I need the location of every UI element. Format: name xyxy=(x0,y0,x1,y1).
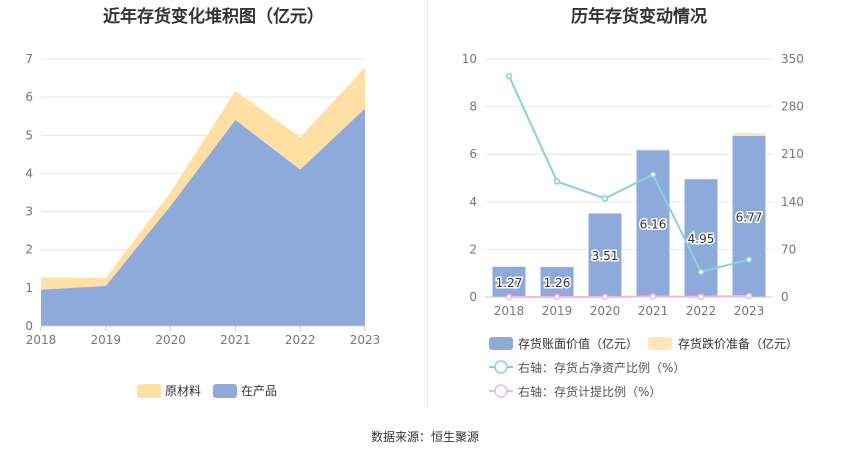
left-legend-label: 在产品 xyxy=(241,384,277,398)
impairment-ratio-line xyxy=(509,294,750,298)
inventory-value-bar xyxy=(588,213,622,297)
inventory-value-bar xyxy=(732,135,766,297)
left-x-tick-label: 2020 xyxy=(155,333,186,347)
right-x-tick-label: 2020 xyxy=(590,304,621,318)
legend-swatch-inventory-value xyxy=(489,337,513,350)
inventory-net-asset-ratio-line xyxy=(508,75,750,274)
right-right-y-tick-label: 280 xyxy=(781,100,804,114)
legend-line-marker xyxy=(494,360,508,374)
left-y-tick-label: 4 xyxy=(25,166,33,180)
left-x-tick-label: 2022 xyxy=(285,333,316,347)
right-left-y-tick-label: 0 xyxy=(469,290,477,304)
left-x-tick-label: 2018 xyxy=(26,333,57,347)
legend-label-inventory-value: 存货账面价值（亿元） xyxy=(518,336,638,351)
right-x-tick-label: 2018 xyxy=(494,304,525,318)
left-y-tick-label: 2 xyxy=(25,243,33,257)
impairment-ratio-point xyxy=(505,293,513,301)
legend-line-marker xyxy=(494,384,508,398)
right-left-y-tick-label: 4 xyxy=(469,195,477,209)
area-series-in-process xyxy=(41,108,365,326)
legend-label-line: 右轴：存货计提比例（%） xyxy=(518,384,661,399)
legend-swatch-impairment-reserve xyxy=(648,337,672,350)
inventory-value-bar xyxy=(684,179,718,297)
left-y-tick-label: 5 xyxy=(25,128,33,142)
impairment-ratio-point xyxy=(697,293,705,300)
source-note: 数据来源：恒生聚源 xyxy=(370,430,479,444)
left-legend-swatch xyxy=(213,384,237,398)
right-left-y-tick-label: 8 xyxy=(469,100,477,114)
right-x-tick-label: 2019 xyxy=(542,304,573,318)
net-asset-ratio-point xyxy=(697,268,705,276)
right-right-y-tick-label: 70 xyxy=(781,242,796,256)
bar-value-label: 1.27 xyxy=(496,276,523,290)
left-y-tick-label: 6 xyxy=(25,90,33,104)
left-y-tick-label: 3 xyxy=(25,205,33,219)
impairment-ratio-point xyxy=(601,293,609,301)
left-x-tick-label: 2019 xyxy=(91,333,122,347)
left-legend-swatch xyxy=(137,384,161,398)
left-y-tick-label: 7 xyxy=(25,52,33,66)
right-right-y-tick-label: 140 xyxy=(781,195,804,209)
left-x-tick-label: 2023 xyxy=(350,333,381,347)
right-x-tick-label: 2021 xyxy=(638,304,669,318)
right-x-tick-label: 2023 xyxy=(734,304,765,318)
bar-value-label: 6.16 xyxy=(640,218,667,232)
right-right-y-tick-label: 210 xyxy=(781,147,804,161)
net-asset-ratio-point xyxy=(553,178,561,185)
impairment-reserve-bar xyxy=(636,149,670,151)
net-asset-ratio-point xyxy=(505,72,513,80)
right-left-y-tick-label: 10 xyxy=(462,52,477,66)
inventory-value-bar xyxy=(540,267,574,297)
left-y-tick-label: 0 xyxy=(25,319,33,333)
right-x-tick-label: 2022 xyxy=(686,304,717,318)
left-x-tick-label: 2021 xyxy=(220,333,251,347)
right-left-y-tick-label: 6 xyxy=(469,147,477,161)
panel-divider xyxy=(427,0,428,408)
left-y-tick-label: 1 xyxy=(25,281,33,295)
impairment-ratio-point xyxy=(745,292,753,300)
right-left-y-tick-label: 2 xyxy=(469,242,477,256)
impairment-ratio-point xyxy=(553,293,561,301)
right-right-y-tick-label: 0 xyxy=(781,290,789,304)
net-asset-ratio-point xyxy=(601,195,609,202)
impairment-reserve-bar xyxy=(732,133,766,136)
right-chart-title: 历年存货变动情况 xyxy=(571,7,707,27)
right-bar-line-chart: 0 2 4 6 8 10 0 70 140 210 280 350 2018 2019 2020 2021 20… xyxy=(462,52,804,399)
impairment-ratio-point xyxy=(649,293,657,300)
net-asset-ratio-point xyxy=(745,256,753,263)
legend-label-impairment-reserve: 存货跌价准备（亿元） xyxy=(678,336,798,351)
left-legend-label: 原材料 xyxy=(165,384,201,398)
left-chart-title: 近年存货变化堆积图（亿元） xyxy=(103,7,324,27)
bar-value-label: 6.77 xyxy=(736,210,763,224)
left-stacked-area-chart: 0 1 2 3 4 5 6 7 2018 2019 2020 2021 2022 2023 原材料 在产品 xyxy=(25,52,381,398)
legend-label-line: 右轴：存货占净资产比例（%） xyxy=(518,360,685,375)
bar-value-label: 4.95 xyxy=(688,232,715,246)
inventory-value-bar xyxy=(492,266,526,297)
net-asset-ratio-point xyxy=(649,171,657,178)
right-right-y-tick-label: 350 xyxy=(781,52,804,66)
bar-value-label: 1.26 xyxy=(544,276,571,290)
bar-value-label: 3.51 xyxy=(592,249,619,263)
